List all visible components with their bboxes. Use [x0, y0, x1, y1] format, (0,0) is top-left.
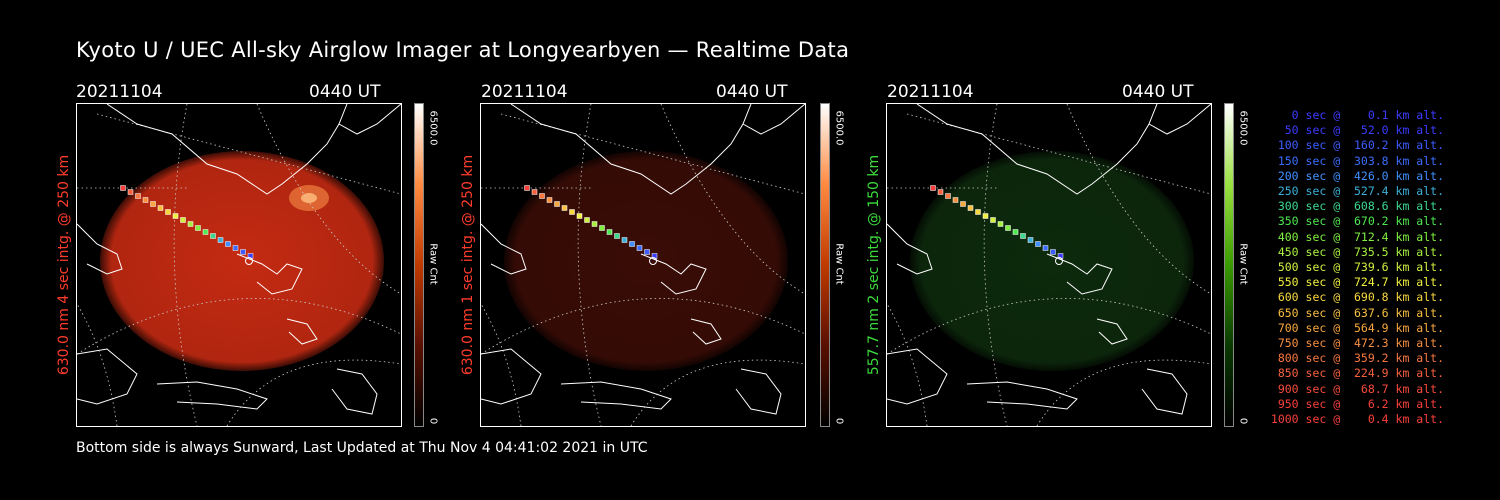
panel-1-wavelength-label: 630.0 nm 4 sec intg. @ 250 km	[56, 154, 72, 376]
skymap-image	[887, 104, 1211, 426]
panel-1-date: 20211104	[76, 82, 163, 102]
panel-2-colorbar-min: 0	[833, 417, 845, 425]
panel-2-wavelength-label: 630.0 nm 1 sec intg. @ 250 km	[460, 154, 476, 376]
legend-entry: 200 sec @ 426.0 km alt.	[1270, 168, 1444, 183]
legend-entry: 600 sec @ 690.8 km alt.	[1270, 290, 1444, 305]
legend-entry: 550 sec @ 724.7 km alt.	[1270, 275, 1444, 290]
panel-2-skymap	[480, 103, 806, 427]
panel-1-time: 0440 UT	[309, 82, 381, 102]
panel-3-colorbar-unit: Raw Cnt	[1237, 243, 1249, 285]
legend-entry: 800 sec @ 359.2 km alt.	[1270, 351, 1444, 366]
legend-entry: 250 sec @ 527.4 km alt.	[1270, 184, 1444, 199]
panel-2-colorbar-max: 6500.0	[833, 110, 845, 146]
panel-3-colorbar	[1224, 103, 1234, 427]
panel-1-colorbar-unit: Raw Cnt	[427, 243, 439, 285]
footer-status: Bottom side is always Sunward, Last Upda…	[76, 440, 648, 456]
legend-entry: 150 sec @ 303.8 km alt.	[1270, 153, 1444, 168]
satellite-time-altitude-legend: 0 sec @ 0.1 km alt. 50 sec @ 52.0 km alt…	[1271, 108, 1444, 427]
legend-entry: 350 sec @ 670.2 km alt.	[1270, 214, 1444, 229]
page-title: Kyoto U / UEC All-sky Airglow Imager at …	[76, 38, 850, 62]
legend-entry: 900 sec @ 68.7 km alt.	[1270, 381, 1444, 396]
legend-entry: 850 sec @ 224.9 km alt.	[1270, 366, 1444, 381]
panel-2-time: 0440 UT	[716, 82, 788, 102]
panel-3-colorbar-min: 0	[1237, 417, 1249, 425]
panel-2-colorbar-unit: Raw Cnt	[833, 243, 845, 285]
panel-1-colorbar-min: 0	[427, 417, 439, 425]
legend-entry: 450 sec @ 735.5 km alt.	[1270, 244, 1444, 259]
airglow-sky-disc	[100, 151, 384, 371]
panel-3-skymap	[886, 103, 1212, 427]
legend-entry: 300 sec @ 608.6 km alt.	[1270, 199, 1444, 214]
airglow-sky-disc	[910, 151, 1194, 371]
legend-entry: 650 sec @ 637.6 km alt.	[1270, 305, 1444, 320]
legend-entry: 1000 sec @ 0.4 km alt.	[1270, 412, 1444, 427]
skymap-image	[77, 104, 401, 426]
legend-entry: 400 sec @ 712.4 km alt.	[1270, 229, 1444, 244]
panel-1-skymap	[76, 103, 402, 427]
legend-entry: 50 sec @ 52.0 km alt.	[1270, 123, 1444, 138]
legend-entry: 700 sec @ 564.9 km alt.	[1270, 320, 1444, 335]
legend-entry: 500 sec @ 739.6 km alt.	[1270, 260, 1444, 275]
airglow-sky-disc	[504, 151, 788, 371]
panel-2-date: 20211104	[481, 82, 568, 102]
panel-3-time: 0440 UT	[1122, 82, 1194, 102]
skymap-image	[481, 104, 805, 426]
legend-entry: 100 sec @ 160.2 km alt.	[1270, 138, 1444, 153]
panel-1-colorbar	[414, 103, 424, 427]
legend-entry: 750 sec @ 472.3 km alt.	[1270, 336, 1444, 351]
panel-3-date: 20211104	[887, 82, 974, 102]
panel-3-wavelength-label: 557.7 nm 2 sec intg. @ 150 km	[866, 154, 882, 376]
legend-entry: 950 sec @ 6.2 km alt.	[1270, 396, 1444, 411]
legend-entry: 0 sec @ 0.1 km alt.	[1270, 108, 1444, 122]
panel-2-colorbar	[820, 103, 830, 427]
panel-3-colorbar-max: 6500.0	[1237, 110, 1249, 146]
panel-1-colorbar-max: 6500.0	[427, 110, 439, 146]
